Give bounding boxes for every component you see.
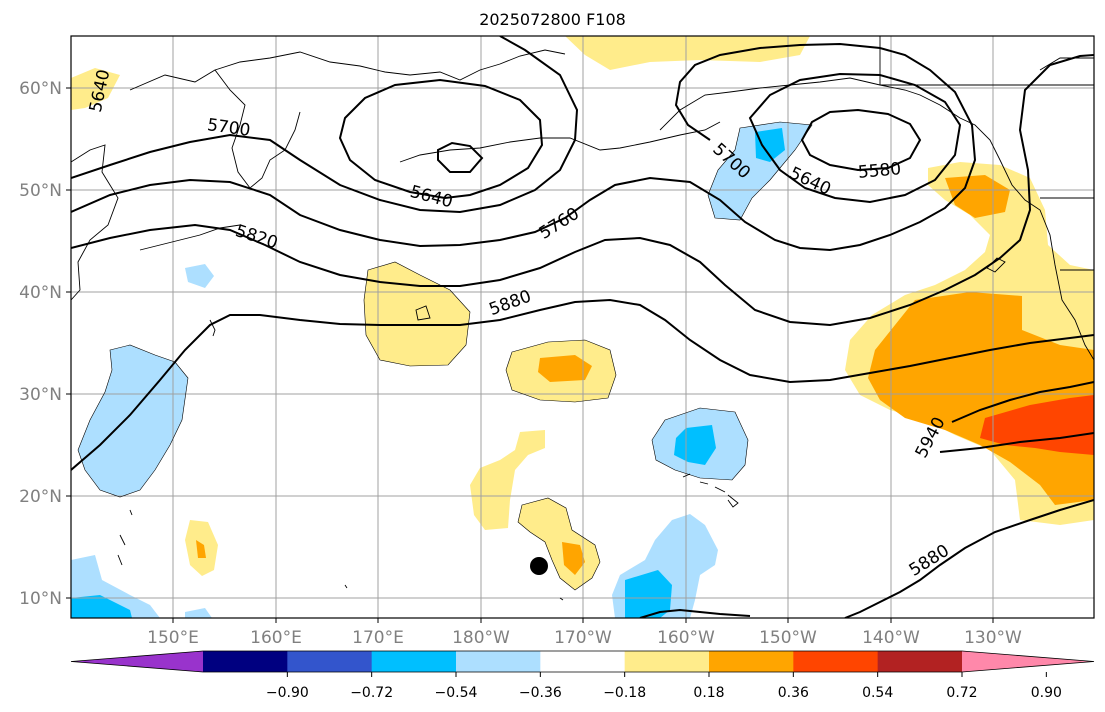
- lat-lon-grid: [71, 36, 1094, 618]
- longitude-labels: 150°E 160°E 170°E 180°W 170°W 160°W 150°W 140°W…: [147, 618, 1022, 648]
- colorbar-tick-label: −0.90: [266, 685, 309, 701]
- longitude-label: 170°W: [554, 628, 612, 648]
- colorbar-segment: [540, 651, 626, 672]
- positive-anomaly-region: [980, 395, 1094, 455]
- colorbar-extend-max: [962, 651, 1094, 672]
- longitude-label: 170°E: [352, 628, 404, 648]
- coastline-layer: [71, 36, 1094, 601]
- latitude-label: 10°N: [19, 589, 62, 609]
- contour-label: 5820: [233, 221, 280, 253]
- positive-anomaly-region: [470, 430, 545, 530]
- colorbar-tick-label: 0.54: [862, 685, 893, 701]
- field-outline: [505, 339, 617, 403]
- colorbar-tick-label: 0.36: [778, 685, 809, 701]
- coastline: [659, 77, 1094, 361]
- positive-anomaly-region: [71, 68, 120, 110]
- height-contour: [71, 54, 1094, 327]
- field-outline: [517, 497, 601, 591]
- shaded-outline-layer: [77, 121, 813, 591]
- colorbar-segment: [709, 651, 794, 672]
- contour-label: 5580: [857, 159, 902, 183]
- height-contour: [748, 72, 962, 204]
- height-contour-layer: [71, 36, 1094, 618]
- storm-position-marker: [530, 557, 548, 575]
- field-outline: [363, 261, 471, 367]
- colorbar-tick-label: −0.72: [350, 685, 393, 701]
- negative-anomaly-region: [78, 345, 188, 497]
- longitude-label: 150°E: [147, 628, 199, 648]
- field-outline: [707, 121, 813, 221]
- coastline: [415, 305, 431, 321]
- height-contour: [437, 141, 484, 173]
- latitude-label: 40°N: [19, 283, 62, 303]
- positive-anomaly-region: [562, 542, 585, 575]
- negative-anomaly-region: [185, 264, 214, 288]
- colorbar: −0.90 −0.72 −0.54 −0.36 −0.18 0.18 0.36 0.54 0.7…: [70, 650, 1095, 701]
- colorbar-segment: [287, 651, 373, 672]
- height-contour: [639, 608, 751, 618]
- height-contour: [71, 298, 1094, 471]
- latitude-label: 20°N: [19, 487, 62, 507]
- coastline: [71, 144, 119, 301]
- colorbar-tick-label: −0.18: [603, 685, 646, 701]
- coastline: [682, 473, 739, 508]
- longitude-label: 160°E: [250, 628, 302, 648]
- coastline: [214, 49, 566, 81]
- height-contour: [338, 78, 544, 200]
- negative-anomaly-region: [71, 595, 132, 618]
- coastline: [139, 224, 241, 251]
- colorbar-tick-label: 0.72: [946, 685, 977, 701]
- map-title: 2025072800 F108: [479, 10, 626, 29]
- negative-anomaly-region: [674, 425, 716, 465]
- contour-label: 5880: [906, 541, 953, 581]
- longitude-label: 180°W: [452, 628, 510, 648]
- longitude-label: 150°W: [759, 628, 817, 648]
- colorbar-segment: [371, 651, 457, 672]
- latitude-label: 30°N: [19, 385, 62, 405]
- colorbar-tick-label: −0.36: [519, 685, 562, 701]
- field-outline: [651, 407, 749, 481]
- positive-anomaly-region: [868, 292, 1094, 505]
- negative-anomaly-region: [625, 570, 672, 618]
- longitude-label: 130°W: [964, 628, 1022, 648]
- longitude-label: 140°W: [862, 628, 920, 648]
- colorbar-tick-label: 0.18: [693, 685, 724, 701]
- negative-anomaly-region: [708, 122, 812, 220]
- coastline: [117, 509, 564, 601]
- colorbar-segment: [793, 651, 879, 672]
- colorbar-tick-label: −0.54: [435, 685, 478, 701]
- contour-label: 5640: [786, 163, 834, 199]
- colorbar-extend-min: [71, 651, 203, 672]
- positive-anomaly-region: [565, 36, 810, 70]
- contour-label: 5760: [536, 204, 583, 244]
- height-contour: [939, 432, 1094, 453]
- field-outline: [77, 344, 189, 498]
- height-contour: [800, 108, 922, 172]
- colorbar-segment: [203, 651, 288, 672]
- colorbar-outline: [70, 650, 1095, 673]
- positive-anomaly-region: [196, 540, 206, 558]
- negative-anomaly-region: [755, 128, 785, 162]
- shaded-field-layer: [71, 36, 1094, 618]
- negative-anomaly-region: [185, 608, 212, 618]
- latitude-labels: 60°N 50°N 40°N 30°N 20°N 10°N: [19, 79, 71, 609]
- height-contour: [71, 36, 579, 214]
- colorbar-segment: [624, 651, 710, 672]
- coastline: [399, 121, 721, 163]
- colorbar-segment: [877, 651, 963, 672]
- positive-anomaly-region: [538, 355, 592, 382]
- height-contour: [844, 499, 1094, 618]
- latitude-label: 60°N: [19, 79, 62, 99]
- colorbar-tick-label: 0.90: [1031, 685, 1062, 701]
- colorbar-segment: [456, 651, 541, 672]
- coastline: [879, 36, 1094, 86]
- height-contour: [951, 381, 1094, 423]
- coastline: [129, 69, 301, 189]
- latitude-label: 50°N: [19, 181, 62, 201]
- height-contour: [71, 42, 977, 252]
- longitude-label: 160°W: [657, 628, 715, 648]
- positive-anomaly-region: [945, 175, 1010, 218]
- coastline: [1039, 57, 1094, 71]
